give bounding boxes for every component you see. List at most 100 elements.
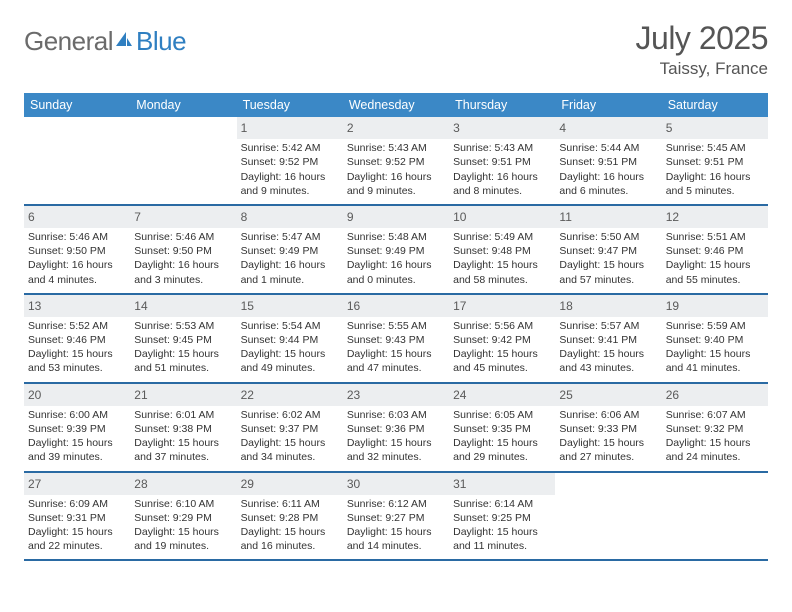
day-detail-line: Sunset: 9:49 PM	[241, 244, 339, 258]
day-cell: 17Sunrise: 5:56 AMSunset: 9:42 PMDayligh…	[449, 295, 555, 382]
day-detail-line: Sunset: 9:50 PM	[134, 244, 232, 258]
day-detail-line: Sunset: 9:42 PM	[453, 333, 551, 347]
day-detail-line: and 8 minutes.	[453, 184, 551, 198]
day-detail-line: Sunrise: 5:46 AM	[134, 230, 232, 244]
day-number: 21	[130, 384, 236, 406]
day-detail-line: Sunrise: 5:47 AM	[241, 230, 339, 244]
day-detail-line: Daylight: 16 hours	[347, 258, 445, 272]
day-detail-line: and 43 minutes.	[559, 361, 657, 375]
day-number: 31	[449, 473, 555, 495]
day-number: 22	[237, 384, 343, 406]
day-number: 30	[343, 473, 449, 495]
day-detail-line: Sunset: 9:25 PM	[453, 511, 551, 525]
day-cell: 27Sunrise: 6:09 AMSunset: 9:31 PMDayligh…	[24, 473, 130, 560]
day-detail-line: Sunrise: 6:12 AM	[347, 497, 445, 511]
day-detail-line: and 37 minutes.	[134, 450, 232, 464]
day-detail-line: Daylight: 16 hours	[241, 170, 339, 184]
day-cell: 19Sunrise: 5:59 AMSunset: 9:40 PMDayligh…	[662, 295, 768, 382]
day-detail-line: and 32 minutes.	[347, 450, 445, 464]
day-number: 9	[343, 206, 449, 228]
day-detail-line: Daylight: 16 hours	[453, 170, 551, 184]
day-detail-line: Daylight: 15 hours	[347, 436, 445, 450]
day-detail-line: Sunset: 9:37 PM	[241, 422, 339, 436]
day-detail-line: Sunset: 9:52 PM	[241, 155, 339, 169]
day-detail-line: Sunrise: 5:52 AM	[28, 319, 126, 333]
day-detail-line: Sunrise: 6:14 AM	[453, 497, 551, 511]
day-cell: 18Sunrise: 5:57 AMSunset: 9:41 PMDayligh…	[555, 295, 661, 382]
day-detail-line: Daylight: 15 hours	[134, 347, 232, 361]
day-cell: 5Sunrise: 5:45 AMSunset: 9:51 PMDaylight…	[662, 117, 768, 204]
day-body: Sunrise: 5:51 AMSunset: 9:46 PMDaylight:…	[662, 228, 768, 293]
day-detail-line: Sunset: 9:28 PM	[241, 511, 339, 525]
day-detail-line: Sunrise: 6:06 AM	[559, 408, 657, 422]
day-body: Sunrise: 6:12 AMSunset: 9:27 PMDaylight:…	[343, 495, 449, 560]
calendar-page: General Blue July 2025 Taissy, France Su…	[0, 0, 792, 561]
day-number: 6	[24, 206, 130, 228]
day-detail-line: Sunrise: 5:49 AM	[453, 230, 551, 244]
day-body: Sunrise: 5:55 AMSunset: 9:43 PMDaylight:…	[343, 317, 449, 382]
sail-icon	[113, 29, 133, 54]
day-detail-line: Sunrise: 5:54 AM	[241, 319, 339, 333]
brand-part2: Blue	[136, 26, 186, 57]
day-number: 1	[237, 117, 343, 139]
day-body	[130, 123, 236, 131]
day-body: Sunrise: 6:05 AMSunset: 9:35 PMDaylight:…	[449, 406, 555, 471]
day-body: Sunrise: 5:56 AMSunset: 9:42 PMDaylight:…	[449, 317, 555, 382]
day-cell: 12Sunrise: 5:51 AMSunset: 9:46 PMDayligh…	[662, 206, 768, 293]
day-detail-line: Sunset: 9:46 PM	[666, 244, 764, 258]
day-body: Sunrise: 6:02 AMSunset: 9:37 PMDaylight:…	[237, 406, 343, 471]
day-detail-line: and 4 minutes.	[28, 273, 126, 287]
day-number: 10	[449, 206, 555, 228]
day-cell: 20Sunrise: 6:00 AMSunset: 9:39 PMDayligh…	[24, 384, 130, 471]
brand-part1: General	[24, 26, 113, 57]
day-cell	[24, 117, 130, 204]
day-detail-line: Daylight: 16 hours	[559, 170, 657, 184]
day-detail-line: Sunrise: 5:50 AM	[559, 230, 657, 244]
day-detail-line: and 24 minutes.	[666, 450, 764, 464]
day-detail-line: Sunset: 9:36 PM	[347, 422, 445, 436]
day-cell: 25Sunrise: 6:06 AMSunset: 9:33 PMDayligh…	[555, 384, 661, 471]
day-detail-line: Sunrise: 6:09 AM	[28, 497, 126, 511]
day-detail-line: Sunset: 9:35 PM	[453, 422, 551, 436]
day-detail-line: Sunset: 9:32 PM	[666, 422, 764, 436]
day-detail-line: Sunrise: 6:05 AM	[453, 408, 551, 422]
day-detail-line: Sunrise: 6:01 AM	[134, 408, 232, 422]
day-body: Sunrise: 5:54 AMSunset: 9:44 PMDaylight:…	[237, 317, 343, 382]
day-number: 24	[449, 384, 555, 406]
day-detail-line: and 41 minutes.	[666, 361, 764, 375]
weekday-header: Friday	[555, 93, 661, 117]
day-number: 16	[343, 295, 449, 317]
day-detail-line: Sunrise: 5:51 AM	[666, 230, 764, 244]
title-block: July 2025 Taissy, France	[636, 20, 768, 79]
day-detail-line: Daylight: 15 hours	[453, 436, 551, 450]
day-detail-line: Sunset: 9:51 PM	[559, 155, 657, 169]
day-body: Sunrise: 6:07 AMSunset: 9:32 PMDaylight:…	[662, 406, 768, 471]
day-detail-line: and 47 minutes.	[347, 361, 445, 375]
day-detail-line: Sunset: 9:51 PM	[666, 155, 764, 169]
day-detail-line: Sunrise: 6:07 AM	[666, 408, 764, 422]
day-detail-line: Sunset: 9:38 PM	[134, 422, 232, 436]
day-detail-line: Daylight: 16 hours	[241, 258, 339, 272]
day-detail-line: Sunset: 9:39 PM	[28, 422, 126, 436]
day-detail-line: and 9 minutes.	[347, 184, 445, 198]
day-detail-line: Daylight: 15 hours	[453, 525, 551, 539]
day-detail-line: Daylight: 15 hours	[453, 258, 551, 272]
day-body: Sunrise: 5:52 AMSunset: 9:46 PMDaylight:…	[24, 317, 130, 382]
day-detail-line: Daylight: 15 hours	[28, 347, 126, 361]
day-number: 26	[662, 384, 768, 406]
day-detail-line: Sunset: 9:31 PM	[28, 511, 126, 525]
weekday-header: Sunday	[24, 93, 130, 117]
day-detail-line: Sunset: 9:47 PM	[559, 244, 657, 258]
day-cell	[555, 473, 661, 560]
day-body	[24, 123, 130, 131]
day-body: Sunrise: 6:01 AMSunset: 9:38 PMDaylight:…	[130, 406, 236, 471]
day-number: 13	[24, 295, 130, 317]
day-cell: 6Sunrise: 5:46 AMSunset: 9:50 PMDaylight…	[24, 206, 130, 293]
day-detail-line: Sunset: 9:44 PM	[241, 333, 339, 347]
day-body: Sunrise: 6:06 AMSunset: 9:33 PMDaylight:…	[555, 406, 661, 471]
day-cell: 9Sunrise: 5:48 AMSunset: 9:49 PMDaylight…	[343, 206, 449, 293]
day-detail-line: Daylight: 15 hours	[666, 258, 764, 272]
day-detail-line: and 39 minutes.	[28, 450, 126, 464]
day-cell: 30Sunrise: 6:12 AMSunset: 9:27 PMDayligh…	[343, 473, 449, 560]
day-number: 25	[555, 384, 661, 406]
